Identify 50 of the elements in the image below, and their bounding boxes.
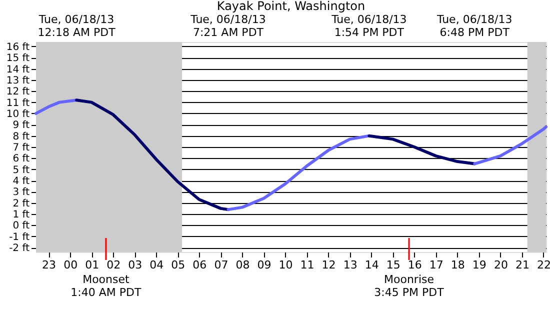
x-tick-label: 02 (106, 258, 121, 272)
chart-title: Kayak Point, Washington (216, 0, 366, 13)
ref-line-label: Moonrise 3:45 PM PDT (374, 273, 444, 299)
x-tick-label: 12 (322, 258, 336, 272)
x-tick-label: 04 (150, 258, 164, 272)
x-tick-label: 22 (536, 258, 550, 272)
x-tick-label: 15 (386, 258, 400, 272)
y-tick-label: 13 ft (6, 75, 30, 86)
x-tick-label: 11 (300, 258, 314, 272)
y-tick-label: 9 ft (12, 120, 30, 132)
text: Tue, 06/18/13 12:18 AM PDT (38, 13, 116, 39)
x-tick-label: 09 (257, 258, 272, 272)
text: Tue, 06/18/13 6:48 PM PDT (436, 13, 512, 39)
x-tick-label: 03 (128, 258, 142, 272)
y-tick-label: 8 ft (12, 131, 30, 142)
x-tick-label: 10 (278, 258, 293, 272)
y-tick-label: 5 ft (12, 164, 30, 176)
y-tick-label: 12 ft (6, 86, 30, 98)
x-tick-label: 06 (192, 258, 207, 272)
x-tick-label: 21 (515, 258, 530, 272)
text: Tue, 06/18/13 1:54 PM PDT (330, 13, 407, 39)
y-tick-label: 14 ft (6, 64, 30, 76)
x-tick-label: 18 (450, 258, 465, 272)
x-tick-label: 07 (214, 258, 228, 272)
x-tick-label: 05 (171, 258, 186, 272)
x-tick-label: 01 (85, 258, 100, 272)
y-tick-label: -2 ft (9, 243, 30, 254)
y-tick-label: 3 ft (12, 187, 30, 198)
ref-line-label: Moonset 1:40 AM PDT (70, 273, 142, 299)
y-tick-label: 0 ft (12, 220, 30, 232)
x-tick-label: 20 (494, 258, 508, 272)
x-tick-label: 23 (42, 258, 56, 272)
x-tick-label: 14 (364, 258, 379, 272)
y-tick-label: 4 ft (12, 176, 30, 188)
x-tick-label: 13 (343, 258, 358, 272)
y-tick-label: 7 ft (12, 142, 30, 154)
y-tick-label: 1 ft (12, 210, 30, 221)
x-tick-label: 19 (472, 258, 486, 272)
y-tick-label: 6 ft (12, 154, 30, 165)
x-tick-label: 16 (408, 258, 422, 272)
y-tick-label: 2 ft (12, 198, 30, 210)
y-tick-label: 16 ft (6, 42, 30, 53)
x-tick-label: 08 (236, 258, 250, 272)
y-tick-label: 11 ft (6, 98, 30, 109)
y-tick-label: 15 ft (6, 53, 30, 64)
y-tick-label: -1 ft (9, 232, 30, 243)
text: Tue, 06/18/13 7:21 AM PDT (190, 13, 266, 39)
y-tick-label: 10 ft (6, 108, 30, 120)
x-tick-label: 17 (429, 258, 444, 272)
x-tick-label: 00 (64, 258, 78, 272)
